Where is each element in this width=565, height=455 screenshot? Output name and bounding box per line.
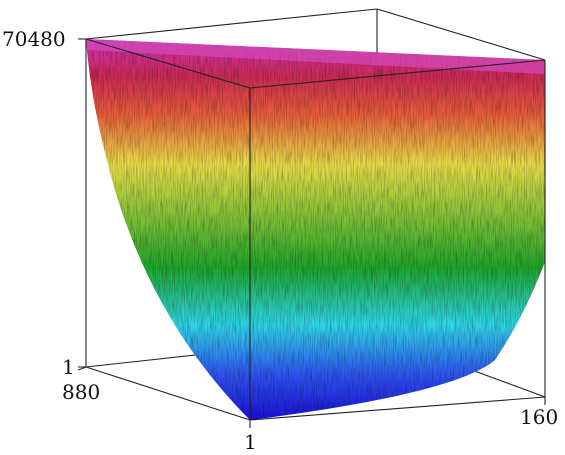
axes-box-front [85, 38, 546, 421]
x-tick-label-max: 160 [520, 405, 558, 429]
surface [86, 39, 545, 420]
box-edge-front-bottom-left [85, 366, 251, 421]
box-edge-front-top-right [249, 59, 546, 89]
x-tick-label-min: 1 [244, 430, 257, 454]
surface-top-fringe [86, 39, 545, 74]
z-tick-label-min: 1 [62, 355, 75, 379]
tick-marks [77, 38, 546, 428]
surface-texture [86, 39, 545, 420]
box-edge-front-top-left [85, 38, 251, 89]
y-tick-max-mark [77, 366, 87, 371]
box-edge-back-right-top [376, 8, 546, 61]
y-tick-label-max: 880 [62, 380, 100, 404]
box-edge-back-top [85, 8, 378, 40]
tick-labels: 70480 1 880 1 160 [2, 27, 558, 454]
box-edge-front-bottom-right [249, 396, 546, 421]
z-tick-label-max: 70480 [2, 27, 66, 51]
